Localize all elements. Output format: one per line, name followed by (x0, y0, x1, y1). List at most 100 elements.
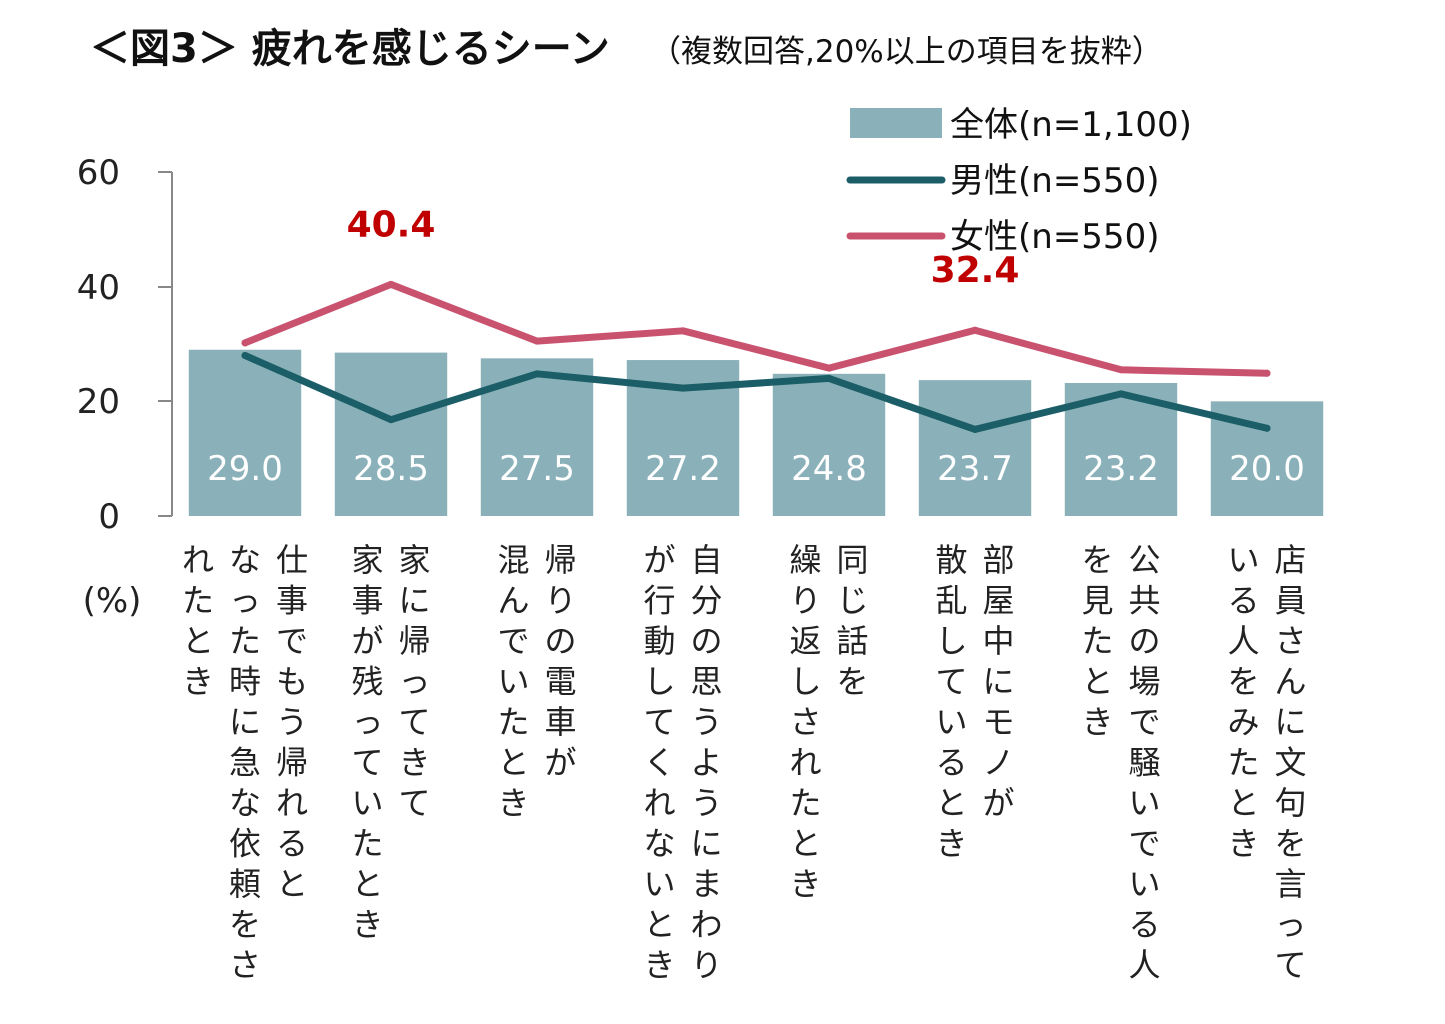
category-label-char: う (690, 703, 722, 741)
category-label-char: で (276, 622, 308, 660)
category-label-char: を (229, 906, 261, 944)
category-label-char: 急 (229, 744, 261, 782)
category-label-char: 句 (1274, 784, 1306, 822)
category-label-char: を (1274, 825, 1306, 863)
bar-total (334, 352, 448, 516)
category-label-char: の (690, 622, 722, 660)
category-label-char: り (690, 946, 722, 984)
bar-labels-layer: 29.0 28.5 27.5 27.2 24.8 23.7 23.2 20.0 (207, 449, 1305, 489)
category-label-char: 車 (544, 703, 576, 741)
category-label-char: が (982, 784, 1014, 822)
category-label-char: 同 (836, 541, 868, 579)
category-label-char: き (1081, 703, 1113, 741)
category-label-char: わ (690, 906, 722, 944)
category-label-char: 頼 (229, 865, 261, 903)
category-label-char: れ (789, 744, 821, 782)
category-label-char: た (789, 784, 821, 822)
bar-total (772, 373, 886, 516)
category-labels-layer: 仕事でもう帰れるとなった時に急な依頼をされたとき家に帰ってきて家事が残っていたと… (182, 541, 1307, 984)
bar-total (918, 380, 1032, 516)
category-label-char: 思 (690, 663, 722, 701)
legend-label-total: 全体(n=1,100) (950, 105, 1192, 145)
category-label-char: て (643, 703, 675, 741)
point-female (387, 280, 395, 288)
point-female (679, 327, 687, 335)
category-label-char: な (643, 825, 675, 863)
category-label-char: と (276, 865, 308, 903)
category-label-char: 中 (982, 622, 1014, 660)
category-label-char: い (1128, 784, 1160, 822)
category-label-char: れ (643, 784, 675, 822)
legend-swatch-total (850, 108, 942, 138)
category-label-char: と (351, 865, 383, 903)
category-label-char: て (398, 784, 430, 822)
category-label-char: 言 (1274, 865, 1306, 903)
point-male (971, 425, 979, 433)
bar-data-label: 23.7 (937, 449, 1013, 489)
category-label-char: い (935, 703, 967, 741)
point-male (825, 374, 833, 382)
category-label-char: 返 (789, 622, 821, 660)
callout-label: 40.4 (347, 204, 436, 245)
point-male (679, 384, 687, 392)
category-label-char: う (276, 703, 308, 741)
point-female (971, 326, 979, 334)
category-label-char: た (1227, 744, 1259, 782)
category-label-char: み (1227, 703, 1259, 741)
point-female (1117, 366, 1125, 374)
legend: 全体(n=1,100) 男性(n=550) 女性(n=550) (846, 105, 1192, 257)
category-label-char: さ (789, 703, 821, 741)
category-label-char: に (1274, 703, 1306, 741)
category-label-char: 員 (1274, 582, 1306, 620)
category-label-char: っ (1274, 906, 1306, 944)
category-label-char: 依 (229, 825, 261, 863)
category-label-char: が (643, 541, 675, 579)
category-label-char: た (351, 825, 383, 863)
category-label-char: と (182, 622, 214, 660)
point-male (533, 370, 541, 378)
category-label-char: 人 (1128, 946, 1160, 984)
category-label-char: 見 (1081, 582, 1113, 620)
bar-data-label: 27.2 (645, 449, 721, 489)
category-label-char: 繰 (789, 541, 821, 579)
category-label-char: モ (982, 703, 1014, 741)
category-label-char: さ (229, 946, 261, 984)
category-label-char: い (351, 784, 383, 822)
category-label-char: な (229, 541, 261, 579)
category-label-char: 人 (1227, 622, 1259, 660)
category-label-char: の (1128, 622, 1160, 660)
y-tick-label: 0 (98, 497, 120, 537)
category-label-char: に (229, 703, 261, 741)
category-label-char: に (398, 582, 430, 620)
category-label-char: っ (229, 582, 261, 620)
bar-data-label: 29.0 (207, 449, 283, 489)
category-label-char: て (1274, 946, 1306, 984)
callouts-layer: 40.4 32.4 (347, 204, 1020, 291)
category-label-char: れ (182, 541, 214, 579)
category-label-char: と (497, 744, 529, 782)
bar-data-label: 27.5 (499, 449, 575, 489)
category-label-char: ノ (982, 744, 1014, 782)
point-male (387, 416, 395, 424)
category-label-char: よ (690, 744, 722, 782)
series-line-female (241, 280, 1271, 377)
category-label-char: 部 (982, 541, 1014, 579)
category-label-char: 話 (836, 622, 868, 660)
category-label-char: 混 (497, 541, 529, 579)
category-label-char: く (643, 744, 675, 782)
category-label-char: 行 (643, 582, 675, 620)
category-label-char: ん (1274, 663, 1306, 701)
category-label-char: き (789, 865, 821, 903)
category-label-char: 電 (544, 663, 576, 701)
category-label-char: 散 (935, 541, 967, 579)
category-label-char: 仕 (276, 541, 308, 579)
category-label-char: で (1128, 703, 1160, 741)
category-label-char: な (229, 784, 261, 822)
callout-label: 32.4 (931, 250, 1020, 291)
legend-label-female: 女性(n=550) (950, 217, 1159, 257)
category-label-char: じ (836, 582, 868, 620)
category-label-char: る (1227, 582, 1259, 620)
category-label-char: に (982, 663, 1014, 701)
bar-data-label: 20.0 (1229, 449, 1305, 489)
